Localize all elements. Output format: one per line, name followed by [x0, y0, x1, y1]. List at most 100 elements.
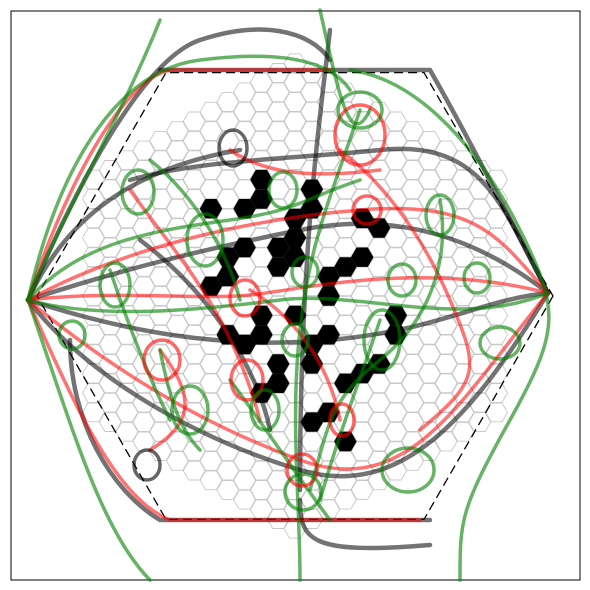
- grid-cell: [98, 334, 122, 355]
- trajectory-path: [26, 298, 152, 582]
- grid-cell: [249, 130, 273, 151]
- grid-cell: [266, 82, 290, 103]
- obstacle-loop-path: [280, 322, 310, 358]
- grid-cell: [266, 63, 290, 83]
- grid-cell: [468, 295, 492, 316]
- obstacle-loop-path: [217, 128, 249, 168]
- grid-cell: [451, 189, 475, 209]
- grid-cell: [350, 441, 374, 462]
- grid-cell: [485, 266, 509, 287]
- grid-cell: [283, 111, 307, 132]
- grid-cell: [199, 412, 223, 432]
- grid-cell: [317, 480, 341, 500]
- grid-cell: [199, 179, 223, 200]
- grid-cell: [283, 169, 307, 190]
- grid-cell: [317, 92, 341, 112]
- grid-cell: [367, 237, 391, 258]
- obstacle-cell: [384, 305, 407, 326]
- trajectory-path: [148, 348, 187, 452]
- obstacle-cell: [267, 257, 290, 277]
- grid-cell: [165, 198, 189, 219]
- grid-cell: [165, 451, 189, 471]
- trajectory-path: [25, 147, 243, 303]
- grid-cell: [132, 412, 156, 432]
- grid-cell: [317, 344, 341, 365]
- obstacle-cell: [351, 247, 374, 267]
- grid-cell: [98, 354, 122, 374]
- grid-cell: [216, 460, 240, 481]
- grid-cell: [216, 402, 240, 423]
- grid-cell: [199, 373, 223, 394]
- grid-cell: [367, 373, 391, 394]
- grid-cell: [384, 363, 408, 384]
- grid-cell: [199, 101, 223, 122]
- grid-cell: [468, 179, 492, 200]
- grid-cell: [317, 247, 341, 268]
- grid-cell: [132, 179, 156, 200]
- trajectory-path: [26, 291, 550, 471]
- grid-cell: [249, 480, 273, 500]
- grid-cell: [401, 334, 425, 355]
- grid-cell: [417, 286, 441, 306]
- trajectory-path: [293, 108, 362, 582]
- grid-cell: [333, 198, 357, 219]
- grid-cell: [350, 480, 374, 500]
- obstacle-loop-path: [386, 262, 418, 298]
- grid-cell: [249, 72, 273, 93]
- grid-cell: [317, 208, 341, 229]
- grid-cell: [401, 392, 425, 413]
- obstacle-loop-path: [132, 448, 162, 482]
- obstacle-loop-path: [185, 212, 225, 268]
- grid-cell: [132, 334, 156, 355]
- grid-cell: [417, 189, 441, 209]
- grid-cell: [233, 470, 257, 491]
- grid-cell: [98, 315, 122, 335]
- axes-frame: [10, 10, 581, 581]
- grid-cell: [199, 140, 223, 161]
- obstacle-cell: [199, 276, 223, 296]
- trajectory-path: [26, 54, 352, 302]
- grid-cell: [115, 305, 139, 326]
- grid-cell: [367, 276, 391, 297]
- grid-cell: [182, 169, 206, 190]
- obstacle-loop-path: [267, 170, 299, 210]
- grid-cell: [199, 121, 223, 141]
- grid-cell: [233, 179, 257, 200]
- grid-cell: [367, 412, 391, 432]
- grid-cell: [199, 431, 223, 452]
- grid-cell: [98, 237, 122, 258]
- grid-cell: [367, 295, 391, 316]
- grid-cell: [249, 227, 273, 248]
- grid-cell: [266, 431, 290, 452]
- grid-cell: [333, 354, 357, 374]
- grid-cell: [434, 179, 458, 200]
- grid-cell: [333, 295, 357, 316]
- grid-cell: [333, 315, 357, 335]
- grid-cell: [81, 227, 105, 248]
- grid-cell: [401, 412, 425, 432]
- grid-cell: [350, 344, 374, 365]
- trajectory-path: [348, 68, 551, 582]
- trajectory-path: [228, 378, 332, 522]
- grid-cell: [233, 101, 257, 122]
- grid-cell: [149, 227, 173, 248]
- grid-cell: [81, 363, 105, 384]
- grid-cell: [182, 111, 206, 132]
- grid-cell: [350, 227, 374, 248]
- grid-cell: [417, 363, 441, 384]
- grid-cell: [350, 383, 374, 403]
- grid-cell: [333, 489, 357, 510]
- grid-cell: [182, 460, 206, 481]
- grid-cell: [115, 227, 139, 248]
- grid-cell: [132, 237, 156, 258]
- grid-cell: [81, 324, 105, 345]
- grid-cell: [434, 354, 458, 374]
- grid-cell: [149, 305, 173, 326]
- grid-cell: [384, 402, 408, 423]
- grid-cell: [468, 218, 492, 238]
- grid-cell: [451, 421, 475, 442]
- grid-cell: [417, 324, 441, 345]
- obstacle-loop-path: [229, 358, 265, 402]
- grid-cell: [333, 237, 357, 258]
- grid-cell: [350, 286, 374, 306]
